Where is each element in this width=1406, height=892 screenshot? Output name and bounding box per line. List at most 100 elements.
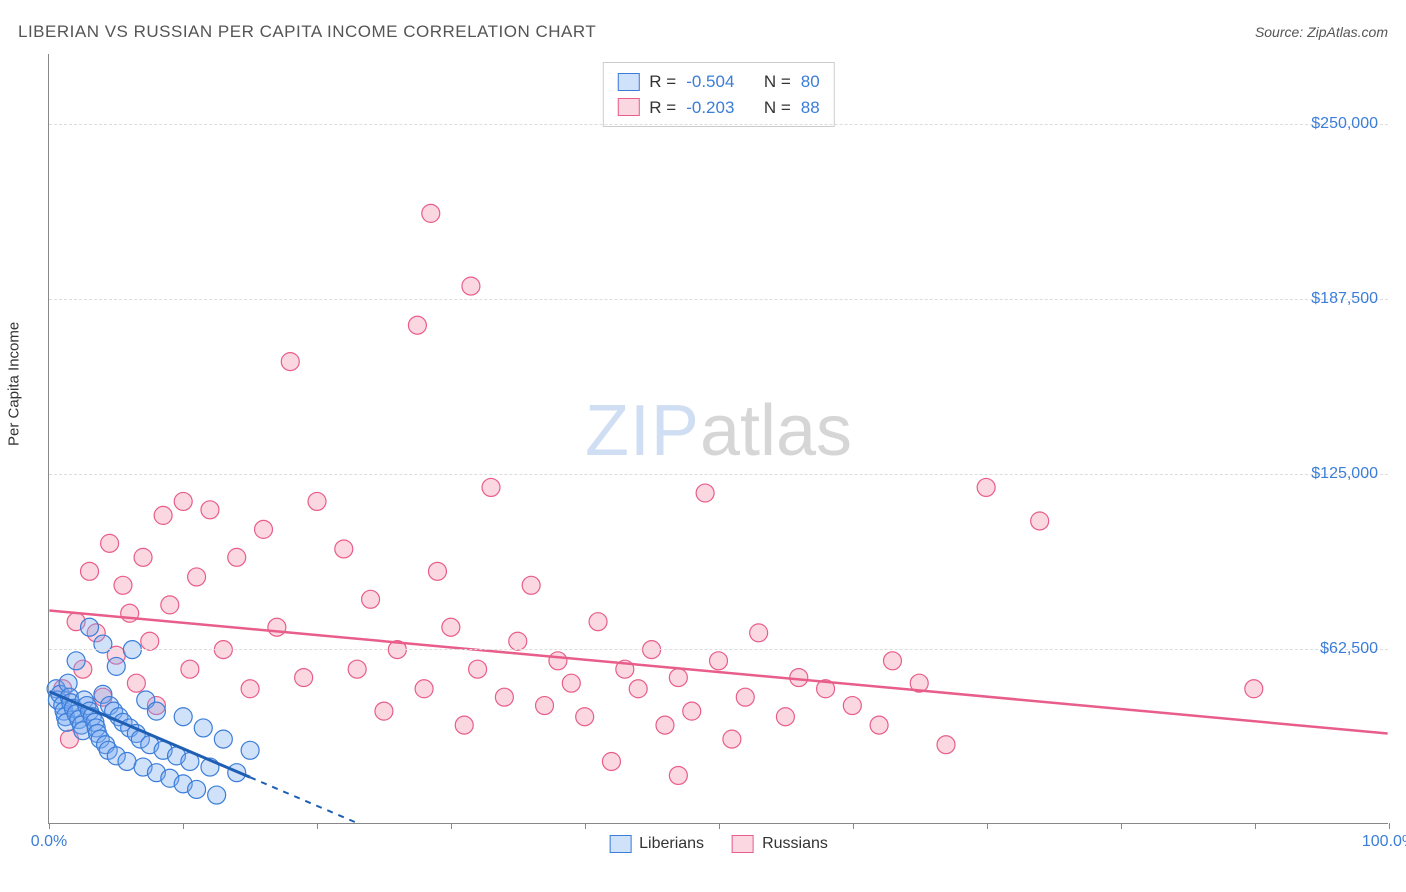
- x-tick-label: 0.0%: [31, 833, 67, 851]
- data-point: [335, 540, 353, 558]
- data-point: [362, 590, 380, 608]
- data-point: [536, 697, 554, 715]
- x-tick-label: 100.0%: [1362, 833, 1406, 851]
- data-point: [101, 534, 119, 552]
- data-point: [843, 697, 861, 715]
- data-point: [977, 478, 995, 496]
- swatch-icon: [732, 835, 754, 853]
- x-tick: [183, 823, 184, 829]
- data-point: [241, 741, 259, 759]
- data-point: [422, 204, 440, 222]
- data-point: [154, 506, 172, 524]
- data-point: [107, 657, 125, 675]
- data-point: [562, 674, 580, 692]
- source-attribution: Source: ZipAtlas.com: [1255, 24, 1388, 40]
- data-point: [94, 635, 112, 653]
- data-point: [134, 548, 152, 566]
- plot-area: ZIPatlas R = -0.504 N = 80 R = -0.203 N …: [48, 54, 1388, 824]
- data-point: [549, 652, 567, 670]
- data-point: [576, 708, 594, 726]
- data-point: [67, 652, 85, 670]
- data-point: [442, 618, 460, 636]
- swatch-icon: [609, 835, 631, 853]
- gridline: [49, 649, 1388, 650]
- x-tick: [451, 823, 452, 829]
- data-point: [201, 501, 219, 519]
- data-point: [127, 674, 145, 692]
- x-tick: [1255, 823, 1256, 829]
- x-tick: [719, 823, 720, 829]
- y-tick-label: $187,500: [1311, 290, 1378, 308]
- source-name: ZipAtlas.com: [1307, 24, 1388, 40]
- data-point: [141, 632, 159, 650]
- legend-item-liberians: Liberians: [609, 835, 704, 853]
- chart-title: LIBERIAN VS RUSSIAN PER CAPITA INCOME CO…: [18, 22, 596, 42]
- gridline: [49, 299, 1388, 300]
- data-point: [710, 652, 728, 670]
- data-point: [174, 708, 192, 726]
- y-tick-label: $62,500: [1320, 640, 1378, 658]
- data-point: [241, 680, 259, 698]
- x-tick: [585, 823, 586, 829]
- data-point: [308, 492, 326, 510]
- source-prefix: Source:: [1255, 24, 1307, 40]
- gridline: [49, 124, 1388, 125]
- data-point: [776, 708, 794, 726]
- data-point: [750, 624, 768, 642]
- data-point: [268, 618, 286, 636]
- x-tick: [987, 823, 988, 829]
- legend-label: Liberians: [639, 835, 704, 853]
- data-point: [194, 719, 212, 737]
- data-point: [81, 562, 99, 580]
- data-point: [629, 680, 647, 698]
- trend-line: [49, 610, 1387, 733]
- chart-container: LIBERIAN VS RUSSIAN PER CAPITA INCOME CO…: [0, 0, 1406, 892]
- data-point: [147, 702, 165, 720]
- data-point: [255, 520, 273, 538]
- data-point: [656, 716, 674, 734]
- legend-label: Russians: [762, 835, 828, 853]
- data-point: [683, 702, 701, 720]
- data-point: [415, 680, 433, 698]
- data-point: [937, 736, 955, 754]
- y-tick-label: $125,000: [1311, 465, 1378, 483]
- data-point: [188, 568, 206, 586]
- data-point: [509, 632, 527, 650]
- data-point: [696, 484, 714, 502]
- data-point: [214, 730, 232, 748]
- data-point: [174, 492, 192, 510]
- data-point: [114, 576, 132, 594]
- data-point: [723, 730, 741, 748]
- x-tick: [1389, 823, 1390, 829]
- data-point: [522, 576, 540, 594]
- y-axis-label: Per Capita Income: [6, 322, 23, 446]
- data-point: [408, 316, 426, 334]
- data-point: [495, 688, 513, 706]
- data-point: [181, 660, 199, 678]
- x-tick: [317, 823, 318, 829]
- data-point: [375, 702, 393, 720]
- x-tick: [49, 823, 50, 829]
- data-point: [602, 752, 620, 770]
- data-point: [669, 669, 687, 687]
- data-point: [1245, 680, 1263, 698]
- data-point: [462, 277, 480, 295]
- trend-line-extrapolated: [250, 777, 357, 823]
- data-point: [469, 660, 487, 678]
- data-point: [669, 766, 687, 784]
- data-point: [295, 669, 313, 687]
- data-point: [1031, 512, 1049, 530]
- data-point: [281, 353, 299, 371]
- data-point: [348, 660, 366, 678]
- plot-svg: [49, 54, 1388, 823]
- data-point: [482, 478, 500, 496]
- data-point: [188, 780, 206, 798]
- data-point: [208, 786, 226, 804]
- data-point: [161, 596, 179, 614]
- data-point: [589, 613, 607, 631]
- data-point: [81, 618, 99, 636]
- data-point: [228, 548, 246, 566]
- bottom-legend: Liberians Russians: [609, 835, 828, 853]
- data-point: [118, 752, 136, 770]
- y-tick-label: $250,000: [1311, 115, 1378, 133]
